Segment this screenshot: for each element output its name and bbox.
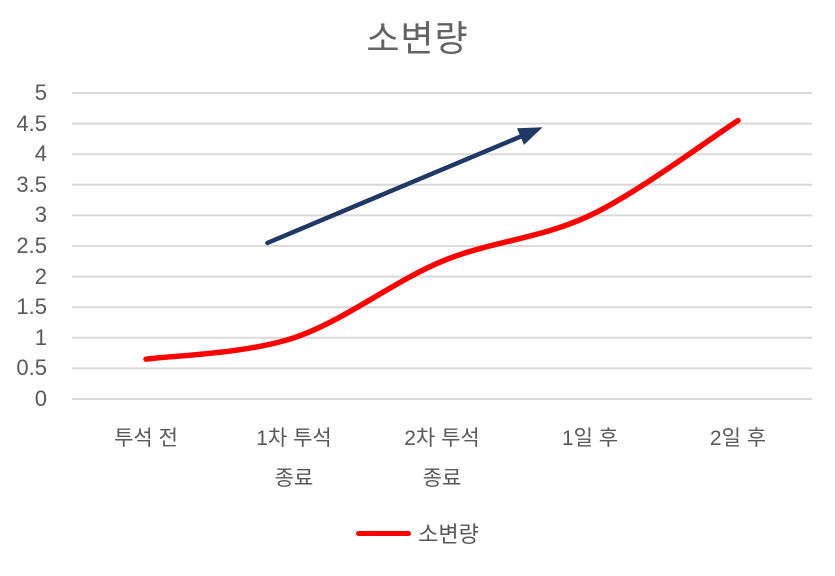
x-category-label: 2차 투석 종료 — [404, 427, 480, 490]
y-tick-label: 4 — [34, 141, 47, 167]
y-tick-label: 4.5 — [16, 110, 47, 136]
trend-arrow-line — [265, 129, 534, 246]
y-tick-label: 0.5 — [16, 355, 47, 381]
series-line — [143, 117, 741, 362]
y-tick-label: 1.5 — [16, 294, 47, 320]
x-category-label: 투석 전 — [114, 427, 178, 450]
y-tick-label: 2.5 — [16, 233, 47, 258]
y-tick-label: 1 — [34, 324, 47, 350]
y-tick-label: 2 — [34, 263, 47, 289]
trend-arrow-head — [517, 127, 543, 145]
y-tick-label: 5 — [34, 80, 47, 105]
y-tick-label: 0 — [34, 386, 47, 411]
y-tick-label: 3.5 — [16, 171, 47, 197]
chart-title: 소변량 — [366, 18, 469, 59]
x-category-label: 1일 후 — [561, 427, 619, 450]
legend-line-marker — [356, 530, 412, 536]
legend-label: 소변량 — [418, 522, 479, 547]
x-category-label: 2일 후 — [709, 427, 767, 450]
legend: 소변량 — [0, 518, 835, 548]
x-category-label: 1차 투석 종료 — [256, 427, 332, 490]
y-tick-label: 3 — [34, 202, 47, 228]
